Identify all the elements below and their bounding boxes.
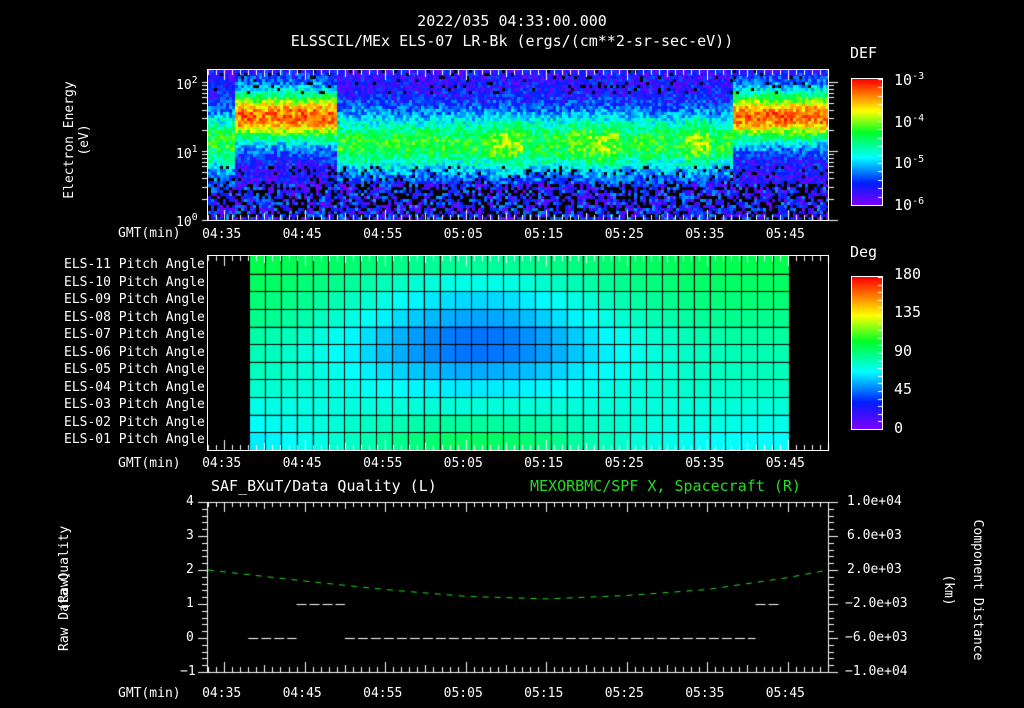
time-tick-label: 05:15 <box>524 686 564 701</box>
distance-ytick-label: 1.0e+04 <box>847 494 902 509</box>
time-tick-label: 05:45 <box>765 686 805 701</box>
distance-ytick-label: 6.0e+03 <box>847 528 902 543</box>
time-tick-label: 04:35 <box>202 686 242 701</box>
quality-ytick-label: 2 <box>186 562 194 577</box>
distance-ytick-label: −1.0e+04 <box>845 664 908 679</box>
time-tick-label: 05:35 <box>685 686 725 701</box>
distance-ylabel-unit: (km) <box>941 574 956 606</box>
time-axis-label-3: GMT(min) <box>118 686 181 701</box>
quality-ytick-label: 1 <box>186 596 194 611</box>
distance-ytick-label: −6.0e+03 <box>845 630 908 645</box>
time-tick-label: 04:55 <box>363 686 403 701</box>
distance-ylabel: Component Distance <box>970 519 985 661</box>
quality-ytick-label: 0 <box>186 630 194 645</box>
time-tick-label: 05:05 <box>443 686 483 701</box>
distance-ytick-label: 2.0e+03 <box>847 562 902 577</box>
time-tick-label: 04:45 <box>282 686 322 701</box>
quality-ylabel-unit: (Raw) <box>57 571 72 611</box>
quality-ytick-label: 4 <box>186 494 194 509</box>
quality-ytick-label: 3 <box>186 528 194 543</box>
quality-ytick-label: −1 <box>180 664 196 679</box>
distance-ytick-label: −2.0e+03 <box>845 596 908 611</box>
time-tick-label: 05:25 <box>604 686 644 701</box>
